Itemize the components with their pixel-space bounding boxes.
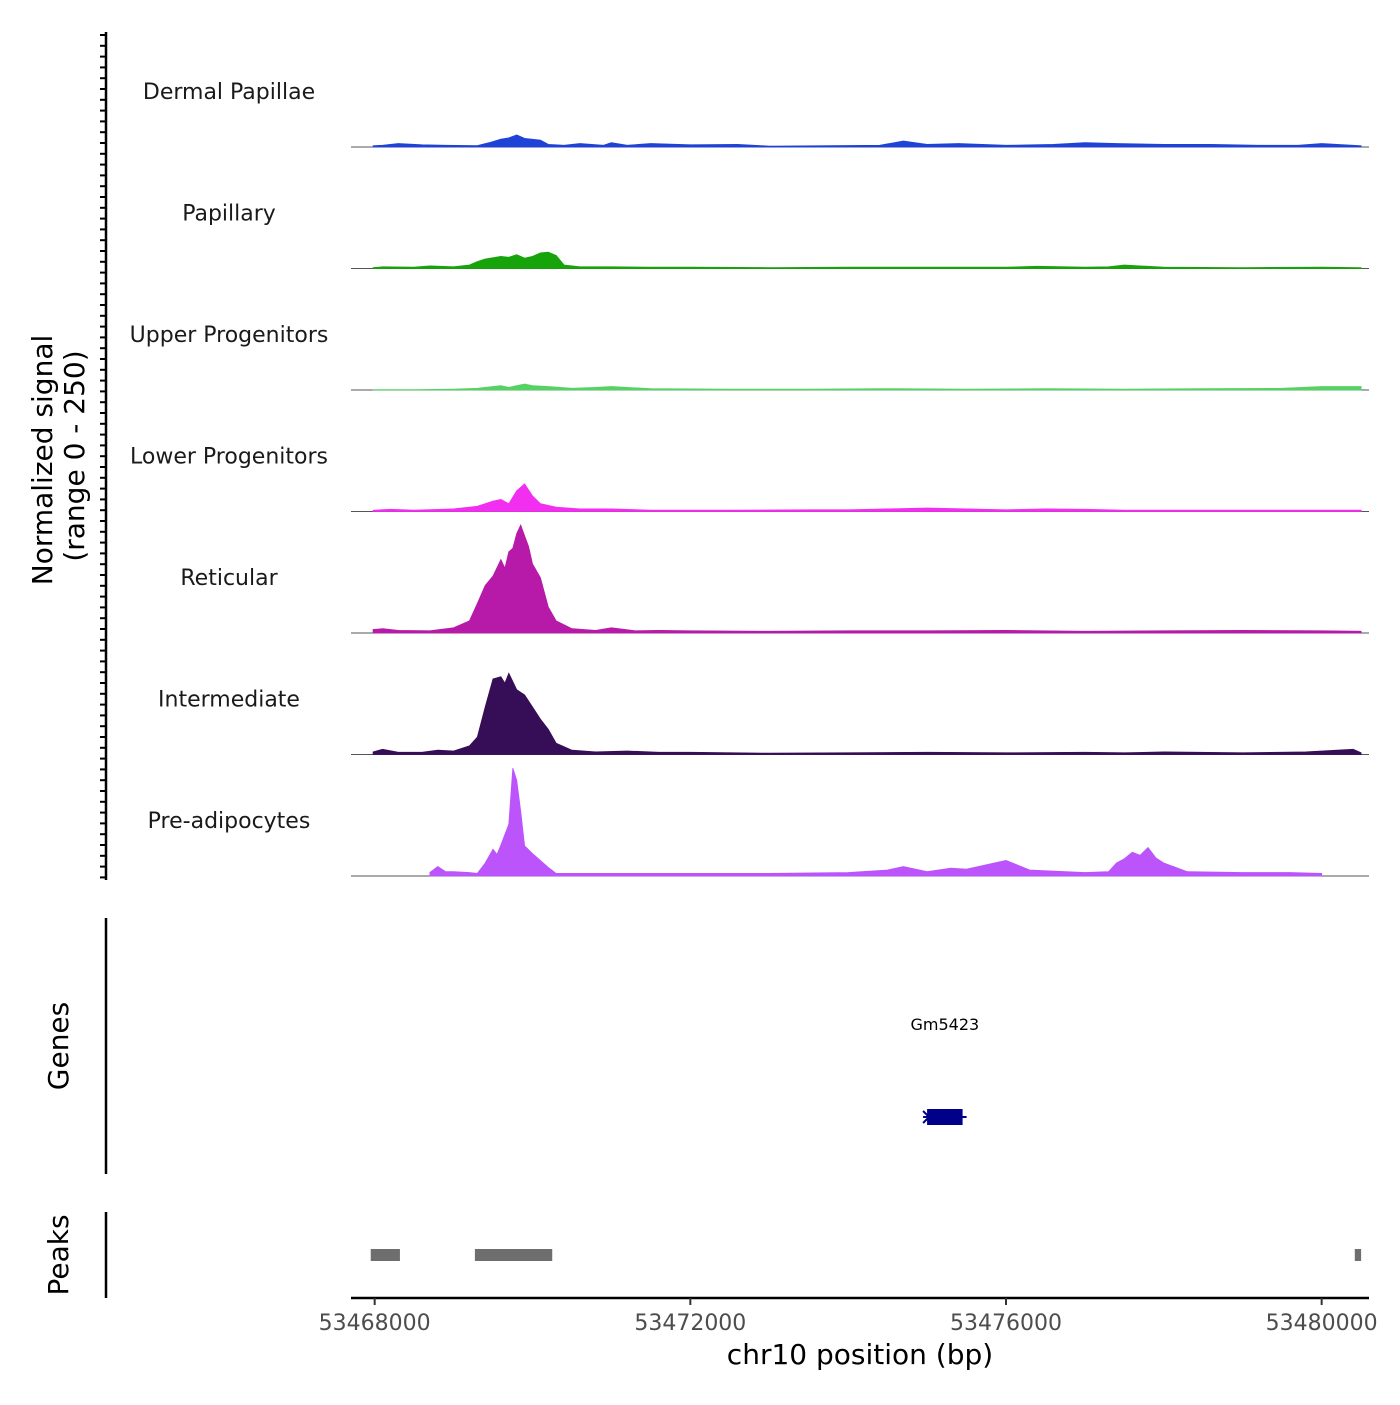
signal-axis-ticks [100,34,106,879]
peak [474,1249,553,1261]
track-pre-adipocytes: Pre-adipocytes [148,767,1369,877]
x-tick-label: 53476000 [950,1311,1062,1336]
x-tick-label: 53480000 [1266,1311,1378,1336]
peaks-layer [370,1249,1362,1261]
track-label: Pre-adipocytes [148,809,311,834]
x-axis-title: chr10 position (bp) [727,1338,993,1371]
x-axis-ticks: 53468000 53472000 53476000 53480000 [319,1298,1378,1336]
gene-label: Gm5423 [910,1015,979,1034]
track-reticular: Reticular [180,523,1369,634]
x-tick-label: 53472000 [634,1311,746,1336]
y-axis-title-line-1: Normalized signal [26,335,59,586]
coverage-area [429,767,1323,877]
track-lower-progenitors: Lower Progenitors [130,445,1369,512]
coverage-area [372,523,1362,634]
gene-strand-arrow-icon [922,1110,931,1124]
track-upper-progenitors: Upper Progenitors [130,323,1369,391]
track-label: Papillary [182,202,276,227]
track-label: Lower Progenitors [130,445,328,470]
gene-exon [927,1109,963,1125]
track-label: Intermediate [158,688,300,713]
peaks-axis-title: Peaks [42,1214,75,1295]
peak [1354,1249,1362,1261]
track-papillary: Papillary [182,202,1369,269]
peak [370,1249,400,1261]
coverage-area [372,134,1362,148]
track-label: Reticular [180,566,278,591]
coverage-area [372,383,1362,391]
track-label: Dermal Papillae [143,80,315,105]
coverage-area [372,251,1362,269]
genes-axis-title: Genes [42,1002,75,1090]
y-axis-title-line-2: (range 0 - 250) [58,350,91,561]
track-intermediate: Intermediate [158,672,1369,755]
genes-layer: Gm5423 [910,1015,979,1125]
coverage-area [372,483,1362,512]
track-label: Upper Progenitors [130,323,329,348]
coverage-area [372,672,1362,755]
x-tick-label: 53468000 [319,1311,431,1336]
tracks-layer: Dermal Papillae Papillary Upper Progenitor… [130,80,1369,877]
track-dermal-papillae: Dermal Papillae [143,80,1369,148]
